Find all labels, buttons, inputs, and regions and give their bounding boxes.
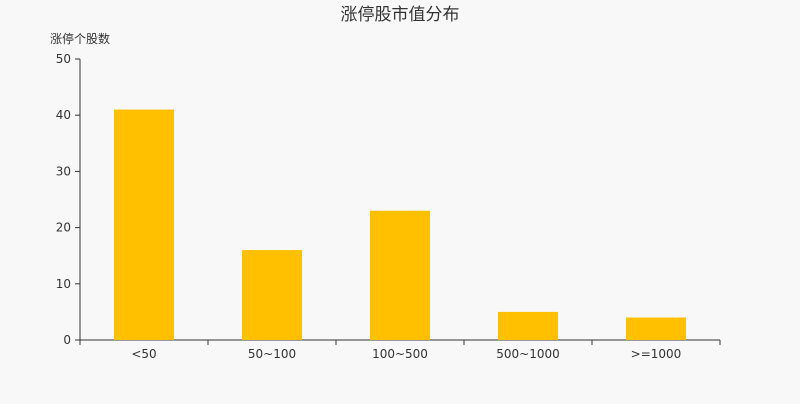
- y-tick-label: 10: [56, 277, 71, 291]
- bar: [114, 109, 174, 340]
- y-tick-label: 40: [56, 108, 71, 122]
- x-tick-label: 50~100: [248, 347, 296, 361]
- x-tick-label: 500~1000: [496, 347, 560, 361]
- x-tick-label: <50: [131, 347, 156, 361]
- bar: [498, 311, 558, 340]
- x-tick-label: >=1000: [631, 347, 682, 361]
- y-axis-label: 涨停个股数: [50, 31, 110, 46]
- bar: [626, 317, 686, 340]
- y-tick-label: 0: [63, 333, 71, 347]
- bar: [370, 210, 430, 340]
- y-tick-label: 30: [56, 164, 71, 178]
- x-tick-label: 100~500: [372, 347, 428, 361]
- y-tick-label: 50: [56, 52, 71, 66]
- y-tick-label: 20: [56, 221, 71, 235]
- chart-title: 涨停股市值分布: [341, 5, 460, 25]
- bar: [242, 250, 302, 340]
